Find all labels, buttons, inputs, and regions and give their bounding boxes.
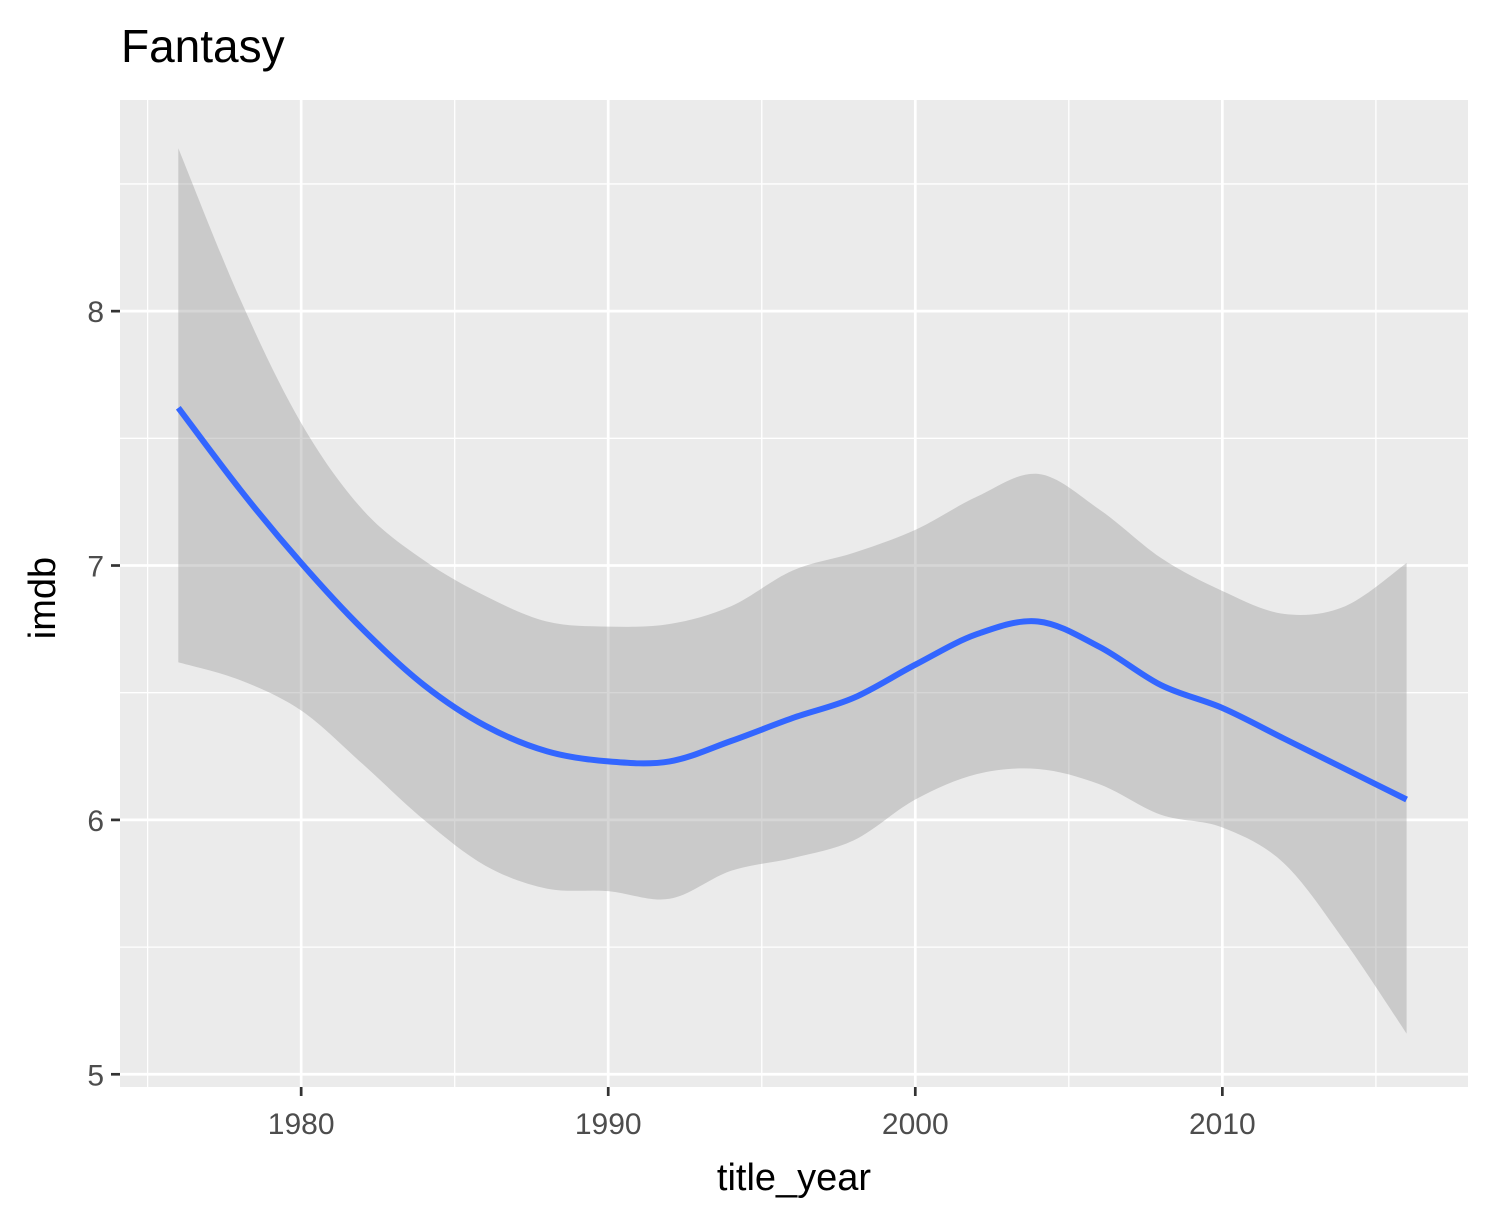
grid-major (120, 100, 1468, 1087)
x-tick-label: 2010 (1189, 1108, 1256, 1141)
chart-title: Fantasy (121, 20, 285, 72)
y-tick-label: 5 (87, 1059, 104, 1092)
smooth-line (175, 405, 1408, 803)
x-tick-label: 1980 (268, 1108, 335, 1141)
x-axis-title: title_year (717, 1157, 872, 1199)
y-axis: 5 6 7 8 (87, 296, 120, 1092)
x-axis: 1980 1990 2000 2010 (268, 1087, 1256, 1141)
x-tick-label: 1990 (575, 1108, 642, 1141)
plot-panel (120, 100, 1468, 1087)
y-tick-label: 7 (87, 551, 104, 584)
grid-minor (120, 100, 1468, 1087)
y-tick-label: 6 (87, 805, 104, 838)
x-tick-label: 2000 (882, 1108, 949, 1141)
y-axis-title: imdb (22, 557, 64, 639)
y-tick-label: 8 (87, 296, 104, 329)
confidence-ribbon (178, 148, 1407, 1034)
